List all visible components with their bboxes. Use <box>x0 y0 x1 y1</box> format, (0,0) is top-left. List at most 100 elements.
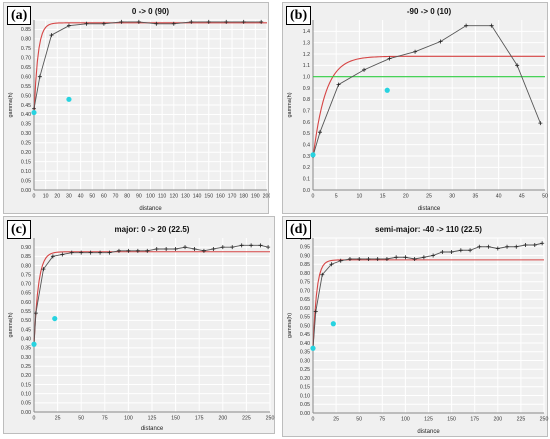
variogram-panel-a: 0.00 0.05 0.10 0.15 0.20 0.25 0.30 0.35 0.40 0.45… <box>3 2 270 214</box>
y-tick-label: 0.30 <box>21 355 31 361</box>
y-tick-label: 0.85 <box>300 262 310 268</box>
x-axis-label: distance <box>418 206 441 212</box>
x-tick-label: 40 <box>496 194 502 200</box>
y-tick-label: 0.15 <box>21 159 31 165</box>
model-curve <box>33 251 270 345</box>
y-tick-label: 0.05 <box>300 402 310 408</box>
y-tick-label: 0.40 <box>21 337 31 343</box>
x-tick-label: 80 <box>124 194 130 200</box>
empirical-point <box>211 246 216 251</box>
x-tick-label: 15 <box>380 194 386 200</box>
y-tick-label: 0.35 <box>300 350 310 356</box>
empirical-point <box>230 245 235 250</box>
x-tick-label: 140 <box>193 194 202 200</box>
empirical-point <box>136 19 141 24</box>
y-tick-label: 0.20 <box>300 376 310 382</box>
empirical-point <box>523 243 528 247</box>
chart-title: 0 -> 0 (90) <box>132 7 169 16</box>
cyan-marker-point <box>31 109 37 116</box>
x-tick-label: 10 <box>43 194 49 200</box>
x-tick-label: 5 <box>335 194 338 200</box>
empirical-point <box>438 39 443 44</box>
empirical-point <box>515 63 520 68</box>
empirical-point <box>224 19 229 24</box>
y-tick-label: 0.25 <box>21 364 31 370</box>
x-tick-label: 110 <box>158 194 166 200</box>
x-tick-label: 130 <box>181 194 190 200</box>
y-tick-label: 0.9 <box>303 86 310 92</box>
y-tick-label: 0.75 <box>21 46 31 52</box>
empirical-point <box>33 311 38 316</box>
y-tick-label: 0.60 <box>300 306 310 312</box>
y-tick-label: 0.20 <box>21 150 31 156</box>
y-tick-label: 1.3 <box>303 40 310 46</box>
empirical-point <box>495 246 500 251</box>
y-tick-label: 0.90 <box>300 253 310 259</box>
cyan-marker-point <box>52 315 58 322</box>
y-tick-label: 0.40 <box>300 341 310 347</box>
y-tick-label: 0.2 <box>303 165 310 171</box>
empirical-point <box>145 248 150 253</box>
empirical-point <box>384 257 389 261</box>
empirical-point <box>313 309 318 314</box>
cyan-marker-point <box>31 341 37 347</box>
y-tick-label: 1.1 <box>303 63 310 69</box>
x-tick-label: 0 <box>33 194 36 200</box>
x-tick-label: 75 <box>102 416 108 422</box>
y-tick-label: 0.75 <box>21 272 31 278</box>
y-axis-label: gamma(h) <box>8 92 14 117</box>
panel-label-b: (b) <box>286 6 312 25</box>
empirical-point <box>505 244 510 249</box>
y-tick-label: 0.45 <box>21 103 31 109</box>
x-tick-label: 50 <box>89 194 95 200</box>
chart-svg-b: 0.0 0.1 0.2 0.3 0.4 0.5 0.6 0.7 0.8 0.9 1.0 1.1 1.2 1… <box>287 7 548 212</box>
x-axis-label: distance <box>417 429 440 435</box>
y-tick-label: 0.60 <box>21 74 31 80</box>
x-tick-label: 120 <box>169 194 178 200</box>
empirical-point <box>336 82 341 87</box>
empirical-point <box>338 258 343 263</box>
x-tick-label: 150 <box>204 194 213 200</box>
x-tick-label: 150 <box>447 417 456 423</box>
x-tick-label: 50 <box>542 194 548 200</box>
variogram-panel-d: 0.00 0.05 0.10 0.15 0.20 0.25 0.30 0.35 0.40 0.45… <box>282 216 548 437</box>
empirical-point <box>394 255 399 260</box>
x-tick-label: 75 <box>379 417 385 423</box>
empirical-point <box>259 19 264 24</box>
y-tick-label: 0.90 <box>21 245 31 251</box>
x-tick-label: 150 <box>171 416 180 422</box>
empirical-point <box>66 23 71 28</box>
x-tick-label: 35 <box>473 194 479 200</box>
x-tick-label: 250 <box>266 416 275 422</box>
empirical-point <box>362 67 367 72</box>
empirical-point <box>41 267 46 272</box>
empirical-point <box>173 246 178 251</box>
empirical-point <box>540 241 545 246</box>
y-tick-label: 0.1 <box>303 176 310 182</box>
y-tick-label: 0.15 <box>21 382 31 388</box>
empirical-point <box>126 248 131 253</box>
y-tick-label: 0.55 <box>300 315 310 321</box>
y-tick-label: 0.70 <box>21 282 31 288</box>
empirical-point <box>387 56 392 61</box>
y-tick-label: 1.2 <box>303 52 310 58</box>
x-tick-label: 90 <box>136 194 142 200</box>
empirical-point <box>449 250 454 254</box>
x-axis-label: distance <box>139 206 162 212</box>
empirical-point <box>154 246 159 251</box>
y-tick-label: 0.50 <box>21 93 31 99</box>
cyan-marker-point <box>310 152 316 158</box>
empirical-point <box>241 19 246 24</box>
model-curve <box>312 55 545 159</box>
empirical-point <box>164 246 169 251</box>
y-tick-label: 0.80 <box>21 263 31 269</box>
empirical-point <box>486 244 491 249</box>
y-tick-label: 0.60 <box>21 300 31 306</box>
empirical-point <box>154 21 159 26</box>
x-tick-label: 225 <box>242 416 251 422</box>
empirical-point <box>403 255 408 260</box>
y-tick-label: 0.15 <box>300 385 310 391</box>
y-tick-label: 0.3 <box>303 154 310 160</box>
empirical-point <box>88 250 93 255</box>
x-tick-label: 50 <box>78 416 84 422</box>
